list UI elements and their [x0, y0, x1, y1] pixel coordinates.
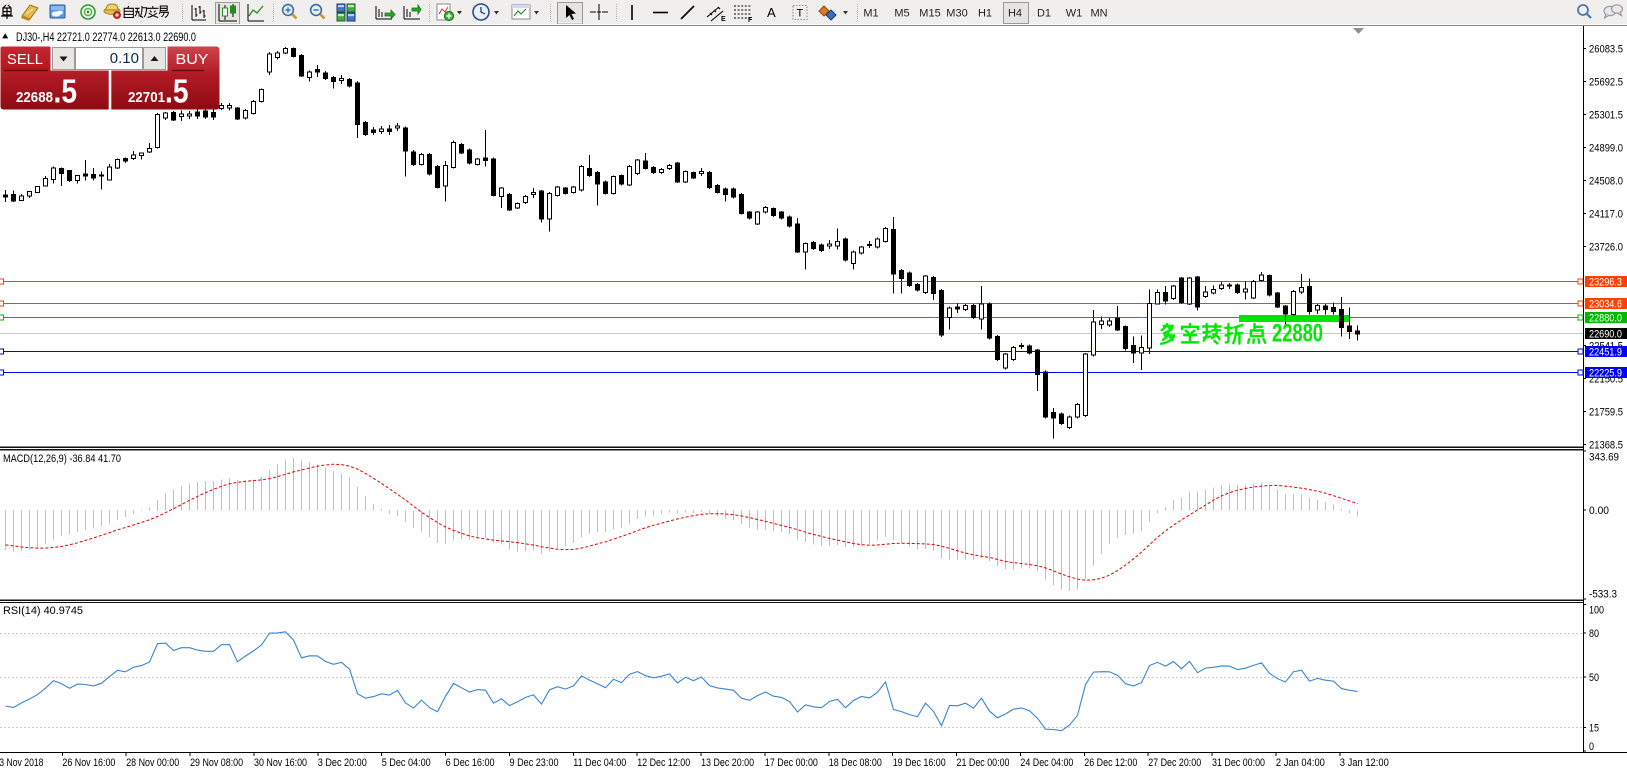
- svg-text:80: 80: [1589, 628, 1599, 640]
- svg-text:SELL: SELL: [7, 51, 43, 68]
- svg-text:23034.6: 23034.6: [1589, 299, 1622, 311]
- svg-text:9 Dec 23:00: 9 Dec 23:00: [510, 757, 559, 769]
- svg-text:21759.5: 21759.5: [1589, 406, 1623, 418]
- svg-text:0.00: 0.00: [1589, 505, 1609, 517]
- svg-text:30 Nov 16:00: 30 Nov 16:00: [254, 757, 307, 769]
- svg-text:31 Dec 00:00: 31 Dec 00:00: [1212, 757, 1265, 769]
- svg-text:.5: .5: [54, 73, 78, 110]
- svg-text:22225.9: 22225.9: [1589, 368, 1622, 380]
- svg-text:BUY: BUY: [176, 51, 209, 68]
- svg-text:E: E: [721, 16, 726, 23]
- svg-text:17 Dec 00:00: 17 Dec 00:00: [765, 757, 818, 769]
- svg-text:M15: M15: [919, 8, 940, 20]
- svg-text:26 Dec 12:00: 26 Dec 12:00: [1084, 757, 1137, 769]
- svg-text:12 Dec 12:00: 12 Dec 12:00: [637, 757, 690, 769]
- svg-text:MACD(12,26,9) -36.84 41.70: MACD(12,26,9) -36.84 41.70: [3, 453, 121, 465]
- svg-text:3 Dec 20:00: 3 Dec 20:00: [318, 757, 367, 769]
- svg-text:24 Dec 04:00: 24 Dec 04:00: [1020, 757, 1073, 769]
- svg-text:0: 0: [1589, 741, 1594, 753]
- svg-text:26 Nov 16:00: 26 Nov 16:00: [62, 757, 115, 769]
- svg-text:18 Dec 08:00: 18 Dec 08:00: [829, 757, 882, 769]
- svg-text:27 Dec 20:00: 27 Dec 20:00: [1148, 757, 1201, 769]
- svg-text:11 Dec 04:00: 11 Dec 04:00: [573, 757, 626, 769]
- svg-text:25692.5: 25692.5: [1589, 76, 1623, 88]
- svg-text:24117.0: 24117.0: [1589, 208, 1623, 220]
- svg-text:M1: M1: [863, 8, 878, 20]
- svg-text:F: F: [748, 17, 753, 24]
- svg-text:15: 15: [1589, 723, 1599, 735]
- svg-text:6 Dec 16:00: 6 Dec 16:00: [446, 757, 495, 769]
- svg-text:28 Nov 00:00: 28 Nov 00:00: [126, 757, 179, 769]
- svg-text:-533.3: -533.3: [1589, 588, 1617, 600]
- svg-text:22690.0: 22690.0: [1589, 329, 1622, 341]
- svg-text:22880: 22880: [1272, 320, 1323, 348]
- svg-text:H1: H1: [978, 8, 992, 20]
- svg-text:.5: .5: [165, 73, 189, 110]
- svg-text:22451.9: 22451.9: [1589, 347, 1622, 359]
- svg-text:M5: M5: [894, 8, 909, 20]
- svg-text:24508.0: 24508.0: [1589, 175, 1623, 187]
- svg-text:21368.5: 21368.5: [1589, 439, 1623, 451]
- svg-text:24899.0: 24899.0: [1589, 142, 1623, 154]
- svg-text:22880.0: 22880.0: [1589, 313, 1622, 325]
- svg-text:19 Dec 16:00: 19 Dec 16:00: [893, 757, 946, 769]
- svg-text:50: 50: [1589, 672, 1599, 684]
- svg-text:DJ30-,H4 22721.0 22774.0 2261: DJ30-,H4 22721.0 22774.0 22613.0 22690.0: [16, 32, 196, 44]
- svg-text:22688: 22688: [16, 90, 53, 106]
- svg-text:W1: W1: [1066, 8, 1083, 20]
- svg-text:343.69: 343.69: [1589, 451, 1619, 463]
- svg-text:0.10: 0.10: [110, 50, 139, 67]
- svg-text:2 Jan 04:00: 2 Jan 04:00: [1276, 757, 1325, 769]
- svg-text:23726.0: 23726.0: [1589, 241, 1623, 253]
- svg-text:29 Nov 08:00: 29 Nov 08:00: [190, 757, 243, 769]
- svg-text:26083.5: 26083.5: [1589, 43, 1623, 55]
- svg-text:T: T: [797, 8, 804, 20]
- svg-text:21 Dec 00:00: 21 Dec 00:00: [957, 757, 1010, 769]
- svg-text:100: 100: [1589, 605, 1604, 617]
- svg-text:22701: 22701: [128, 90, 165, 106]
- svg-text:5 Dec 04:00: 5 Dec 04:00: [382, 757, 431, 769]
- svg-text:RSI(14) 40.9745: RSI(14) 40.9745: [3, 605, 83, 617]
- svg-text:A: A: [767, 5, 776, 20]
- svg-text:25301.5: 25301.5: [1589, 109, 1623, 121]
- svg-text:H4: H4: [1008, 8, 1022, 20]
- svg-text:M30: M30: [946, 8, 967, 20]
- svg-text:3 Jan 12:00: 3 Jan 12:00: [1340, 757, 1389, 769]
- svg-text:D1: D1: [1037, 8, 1051, 20]
- svg-text:13 Dec 20:00: 13 Dec 20:00: [701, 757, 754, 769]
- svg-text:23296.3: 23296.3: [1589, 277, 1622, 289]
- svg-text:MN: MN: [1090, 8, 1107, 20]
- svg-text:23 Nov 2018: 23 Nov 2018: [0, 757, 44, 769]
